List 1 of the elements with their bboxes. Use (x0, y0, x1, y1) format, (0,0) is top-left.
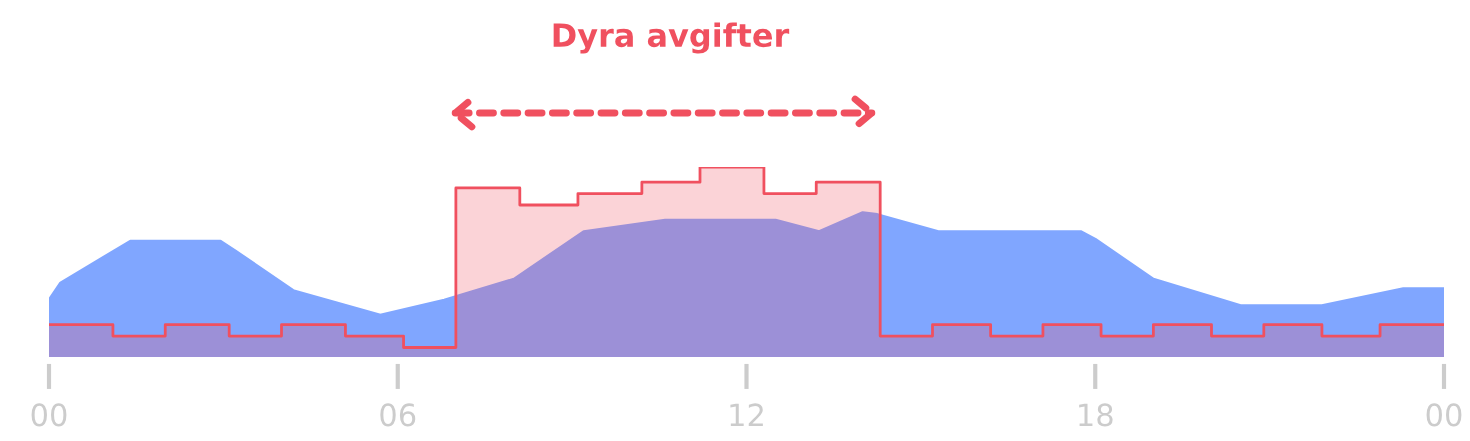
chart-title: Dyra avgifter (553, 22, 790, 54)
